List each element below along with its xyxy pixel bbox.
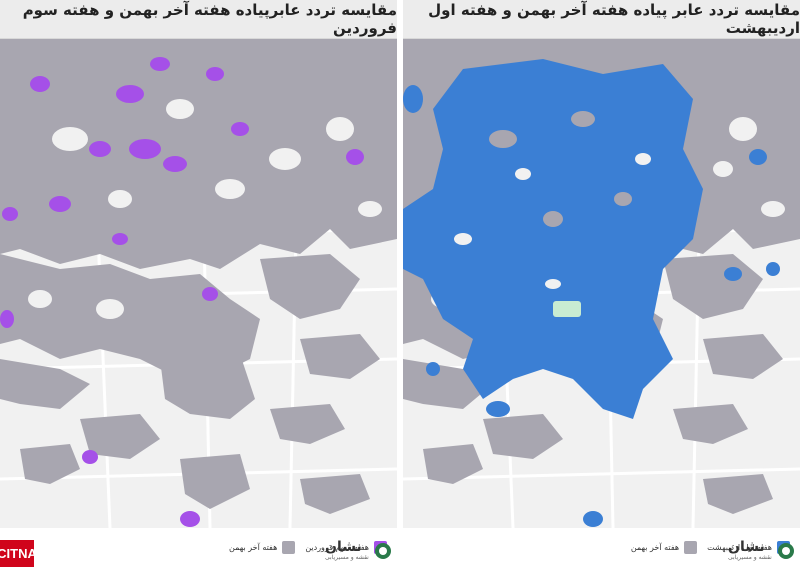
gray-holes-in-blue (489, 111, 632, 227)
right-panel-title: مقایسه تردد عابر پیاده هفته آخر بهمن و ه… (403, 0, 800, 39)
parks-on-top (553, 301, 581, 317)
right-map-panel: مقایسه تردد عابر پیاده هفته آخر بهمن و ه… (403, 0, 800, 567)
legend-item-gray: هفته آخر بهمن (630, 541, 698, 554)
left-map-panel: مقایسه تردد عابرپیاده هفته آخر بهمن و هف… (0, 0, 397, 567)
brand-sub: نقشه و مسیریابی (325, 554, 369, 561)
gray-traffic-areas (0, 39, 397, 514)
white-holes-in-blue (454, 153, 651, 289)
blue-traffic-areas (403, 59, 780, 527)
brand-name: نشان (325, 539, 362, 555)
neshan-logo-icon (374, 542, 391, 559)
citna-watermark: CITNA (0, 540, 37, 567)
neshan-logo-icon (777, 542, 794, 559)
legend-item-gray: هفته آخر بهمن (229, 541, 296, 554)
gray-swatch (282, 541, 296, 554)
brand-name: نشان (728, 539, 765, 555)
legend-label: هفته آخر بهمن (630, 543, 680, 552)
right-brand: نشان نقشه و مسیریابی (728, 540, 795, 561)
low-traffic-holes (28, 99, 382, 319)
gray-swatch (684, 541, 698, 554)
right-heatmap (403, 39, 800, 528)
panel-divider (397, 0, 403, 567)
legend-label: هفته آخر بهمن (229, 543, 278, 552)
left-heatmap (0, 39, 397, 528)
brand-sub: نقشه و مسیریابی (728, 554, 772, 561)
legend-label: هفته اول اردیبهشت (707, 543, 772, 552)
right-legend: هفته اول اردیبهشت هفته آخر بهمن (403, 528, 800, 567)
left-panel-title: مقایسه تردد عابرپیاده هفته آخر بهمن و هف… (0, 0, 397, 39)
legend-label: هفته سوم فروردین (305, 543, 369, 552)
left-brand: نشان نقشه و مسیریابی (325, 540, 392, 561)
purple-traffic-areas (0, 57, 364, 527)
